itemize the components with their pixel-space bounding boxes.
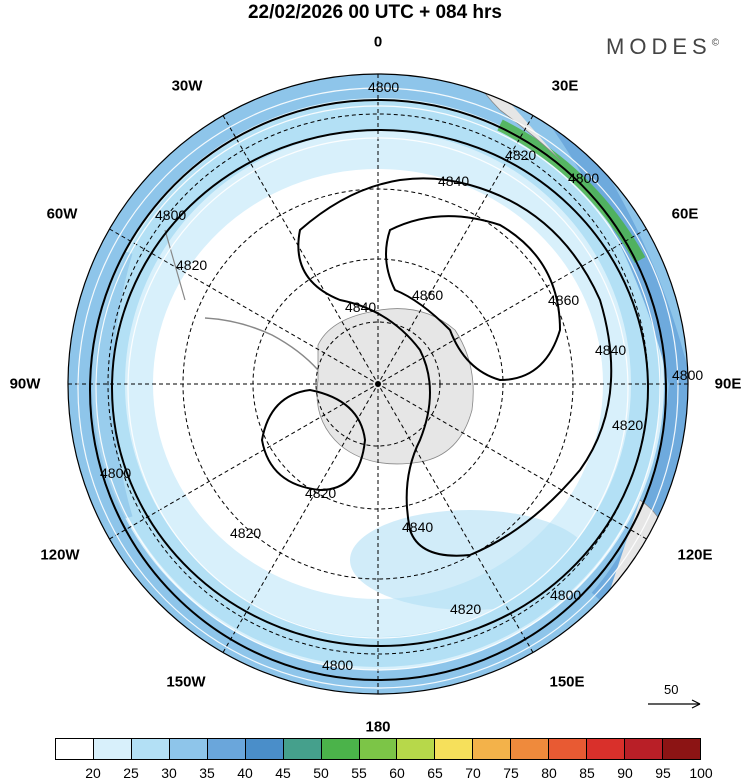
contour-label: 4820 bbox=[230, 525, 261, 541]
colorbar-tick-label: 60 bbox=[389, 765, 405, 781]
contour-4840 bbox=[297, 177, 613, 557]
colorbar-tick-label: 95 bbox=[655, 765, 671, 781]
lon-label-90e: 90E bbox=[714, 375, 742, 393]
colorbar-cell bbox=[397, 739, 436, 759]
contour-label: 4820 bbox=[505, 147, 536, 163]
colorbar-cell bbox=[663, 739, 700, 759]
colorbar-tick-label: 40 bbox=[237, 765, 253, 781]
colorbar-cell bbox=[245, 739, 284, 759]
south-america-tip bbox=[164, 229, 186, 301]
shade-jet-west bbox=[87, 246, 133, 524]
colorbar-cell bbox=[587, 739, 626, 759]
lon-label-180: 180 bbox=[365, 718, 391, 736]
lon-label-30e: 30E bbox=[551, 77, 579, 95]
contour-label: 4820 bbox=[176, 257, 207, 273]
colorbar-tick-label: 85 bbox=[579, 765, 595, 781]
colorbar-tick-label: 70 bbox=[465, 765, 481, 781]
lon-label-120e: 120E bbox=[677, 546, 713, 564]
colorbar-cell bbox=[625, 739, 663, 759]
contour-4860 bbox=[385, 215, 562, 382]
contour-labels: 4800 4840 4820 4840 4860 4860 4840 4800 … bbox=[100, 79, 703, 673]
colorbar-tick-label: 20 bbox=[85, 765, 101, 781]
map-boundary bbox=[67, 73, 689, 695]
contour-label: 4840 bbox=[438, 173, 469, 189]
colorbar-tick-label: 55 bbox=[351, 765, 367, 781]
wind-streamlines bbox=[77, 87, 679, 689]
contour-label: 4820 bbox=[612, 417, 643, 433]
south-pole-marker bbox=[375, 381, 381, 387]
brand-logo: MODES© bbox=[606, 34, 719, 60]
contour-label: 4800 bbox=[155, 207, 186, 223]
contour-label: 4800 bbox=[368, 79, 399, 95]
colorbar-cell bbox=[511, 739, 550, 759]
colorbar-tick-label: 90 bbox=[617, 765, 633, 781]
colorbar-cell bbox=[93, 739, 132, 759]
contour-4800 bbox=[89, 99, 667, 681]
lon-label-120w: 120W bbox=[40, 546, 80, 564]
contour-label: 4860 bbox=[548, 292, 579, 308]
contour-4820 bbox=[111, 129, 649, 647]
colorbar bbox=[55, 738, 701, 760]
colorbar-tick-label: 45 bbox=[275, 765, 291, 781]
colorbar-cell bbox=[473, 739, 512, 759]
lon-label-150w: 150W bbox=[166, 673, 206, 691]
colorbar-tick-label: 25 bbox=[123, 765, 139, 781]
contour-label: 4820 bbox=[305, 485, 336, 501]
shade-pacific bbox=[350, 510, 590, 610]
contour-label: 4840 bbox=[345, 299, 376, 315]
reference-vector-head bbox=[691, 699, 701, 709]
colorbar-cell bbox=[169, 739, 208, 759]
streamline bbox=[127, 137, 629, 639]
colorbar-cell bbox=[131, 739, 170, 759]
lon-label-90w: 90W bbox=[9, 375, 41, 393]
colorbar-cell bbox=[56, 739, 94, 759]
lon-label-60w: 60W bbox=[46, 205, 78, 223]
colorbar-tick-label: 80 bbox=[541, 765, 557, 781]
lon-label-0: 0 bbox=[373, 33, 383, 51]
antarctic-peninsula bbox=[204, 317, 319, 371]
colorbar-cell bbox=[549, 739, 588, 759]
colorbar-tick-label: 35 bbox=[199, 765, 215, 781]
colorbar-cell bbox=[207, 739, 246, 759]
colorbar-cell bbox=[359, 739, 398, 759]
reference-vector-label: 50 bbox=[664, 682, 679, 697]
antarctica bbox=[316, 308, 474, 465]
colorbar-cell bbox=[435, 739, 474, 759]
colorbar-tick-label: 100 bbox=[689, 765, 713, 781]
colorbar-cell bbox=[283, 739, 322, 759]
colorbar-tick-label: 30 bbox=[161, 765, 177, 781]
lon-label-150e: 150E bbox=[549, 673, 585, 691]
shade-jet-max bbox=[497, 119, 646, 263]
streamline bbox=[77, 87, 679, 689]
lon-label-60e: 60E bbox=[671, 205, 699, 223]
contour-label: 4840 bbox=[595, 342, 626, 358]
contour-4820-cutoff bbox=[260, 388, 367, 492]
contour-label: 4800 bbox=[322, 657, 353, 673]
colorbar-tick-label: 75 bbox=[503, 765, 519, 781]
colorbar-cell bbox=[321, 739, 360, 759]
contour-label: 4800 bbox=[100, 465, 131, 481]
brand-text: MODES bbox=[606, 34, 712, 59]
brand-mark: © bbox=[711, 37, 720, 49]
contour-label: 4840 bbox=[402, 519, 433, 535]
height-contours bbox=[89, 99, 667, 681]
contour-label: 4800 bbox=[568, 170, 599, 186]
colorbar-tick-label: 65 bbox=[427, 765, 443, 781]
streamline bbox=[95, 105, 661, 671]
contour-label: 4800 bbox=[550, 587, 581, 603]
lon-label-30w: 30W bbox=[171, 77, 203, 95]
contour-label: 4820 bbox=[450, 601, 481, 617]
contour-label: 4860 bbox=[412, 287, 443, 303]
colorbar-tick-label: 50 bbox=[313, 765, 329, 781]
map-title: 22/02/2026 00 UTC + 084 hrs bbox=[247, 2, 503, 23]
